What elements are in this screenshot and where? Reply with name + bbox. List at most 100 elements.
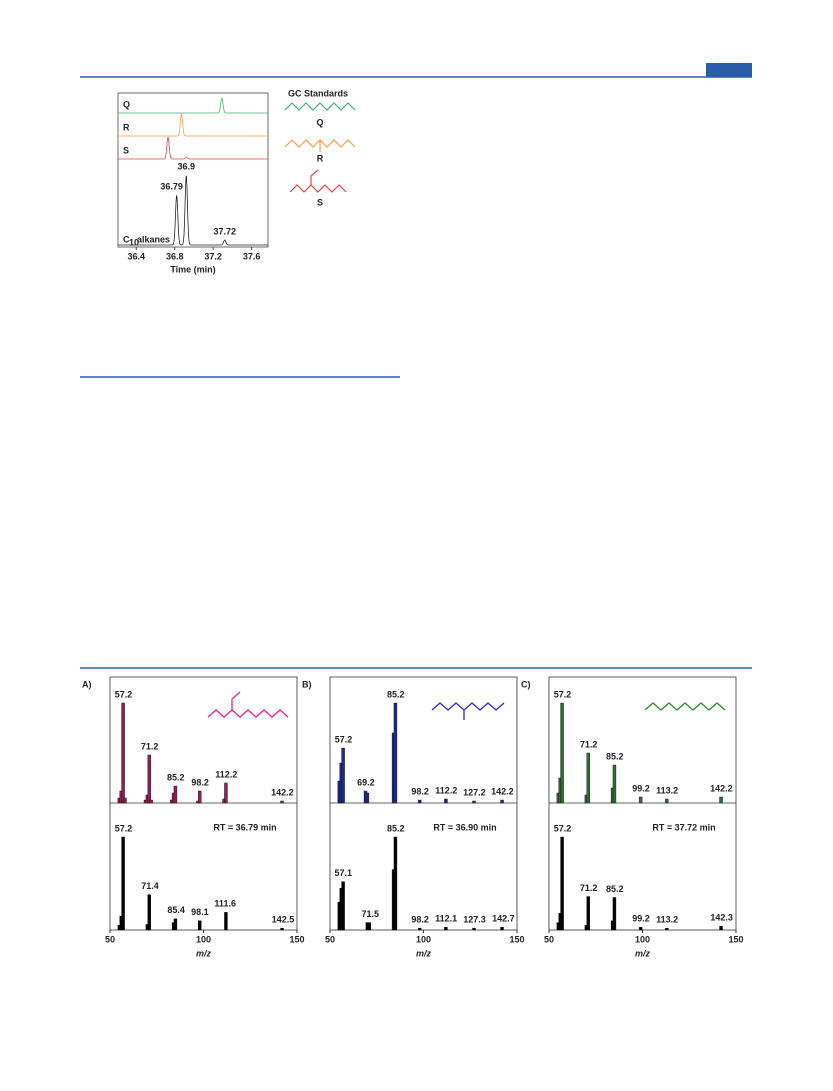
x-tick-label: 150	[728, 934, 743, 944]
trace	[118, 136, 268, 160]
spectrum-bar	[586, 752, 590, 804]
gc-title: GC Standards	[288, 88, 348, 98]
x-tick-label: 50	[325, 934, 335, 944]
peak-label: 142.3	[710, 913, 733, 923]
spectrum-bar	[393, 836, 398, 931]
spectrum-bar	[147, 754, 151, 804]
peak-label: 37.72	[213, 226, 236, 236]
spectrum-bar	[586, 896, 590, 931]
peak-label: 112.2	[215, 769, 237, 779]
x-tick-label: 150	[509, 934, 524, 944]
spectrum-bar	[719, 926, 723, 931]
peak-label: 142.2	[710, 783, 733, 793]
panel-letter: C)	[521, 679, 531, 689]
trace-label: R	[123, 122, 130, 132]
trace	[118, 112, 268, 137]
spectrum-bar	[147, 894, 151, 931]
structure-label: S	[317, 197, 323, 207]
peak-label: 57.2	[335, 734, 353, 744]
peak-label: 85.2	[387, 689, 405, 699]
peak-label: 113.2	[656, 785, 678, 795]
spectrum-bar	[149, 799, 153, 804]
rt-label: RT = 36.90 min	[433, 822, 496, 832]
rt-label: RT = 36.79 min	[213, 822, 276, 832]
trace-label-sub: 10	[129, 237, 139, 247]
spectrum-bar	[638, 796, 643, 804]
spectrum-bar	[365, 792, 370, 804]
x-tick-label: 50	[105, 934, 115, 944]
spectrum-bar	[719, 796, 723, 804]
spectrum-bar	[444, 798, 448, 804]
x-tick-label: 150	[289, 934, 304, 944]
spectrum-bar	[500, 927, 504, 931]
spectrum-bar	[393, 702, 398, 804]
molecule-s	[289, 184, 347, 193]
peak-label: 142.2	[271, 787, 294, 797]
peak-label: 142.2	[491, 786, 514, 796]
peak-label: 57.1	[335, 868, 353, 878]
peak-label: 71.4	[141, 881, 159, 891]
spectrum-bar	[472, 800, 476, 804]
spectrum-bar	[341, 747, 345, 804]
peak-label: 112.2	[435, 785, 457, 795]
rt-label: RT = 37.72 min	[652, 822, 715, 832]
spectrum-bar	[665, 927, 669, 931]
spectrum-bar	[444, 927, 448, 931]
peak-label: 142.5	[272, 915, 295, 925]
gc-frame	[117, 92, 269, 248]
spectrum-bar	[612, 764, 617, 804]
spectrum-bar	[123, 797, 127, 804]
spectrum-bar	[224, 782, 228, 804]
peak-label: 85.2	[606, 751, 624, 761]
structure-label: R	[317, 153, 324, 163]
x-axis-label: Time (min)	[170, 264, 215, 274]
spectrum-bar	[418, 927, 422, 931]
peak-label: 71.2	[580, 883, 598, 893]
molecule-q	[284, 102, 356, 111]
x-tick-label: 50	[544, 934, 554, 944]
peak-label: 57.2	[554, 689, 572, 699]
x-axis-label: m/z	[196, 948, 212, 958]
peak-label: 71.2	[580, 739, 598, 749]
x-tick-label: 36.4	[128, 251, 146, 261]
spectrum-bar	[665, 798, 669, 804]
trace	[118, 175, 268, 246]
spectrum-bar	[341, 881, 345, 931]
spectrum-bar	[638, 927, 643, 931]
spectrum-bar	[418, 799, 422, 804]
peak-label: 127.2	[463, 787, 486, 797]
peak-label: 71.5	[361, 909, 379, 919]
x-tick-label: 100	[416, 934, 431, 944]
peak-label: 57.2	[115, 823, 133, 833]
peak-label: 112.1	[435, 914, 457, 924]
peak-label: 85.2	[606, 884, 624, 894]
spectrum-frame	[548, 676, 737, 931]
peak-label: 98.1	[191, 907, 209, 917]
x-axis-label: m/z	[416, 948, 432, 958]
x-tick-label: 37.2	[204, 251, 222, 261]
peak-label: 85.4	[167, 905, 185, 915]
peak-label: 98.2	[411, 786, 429, 796]
panel-letter: B)	[302, 679, 312, 689]
peak-label: 111.6	[214, 899, 236, 909]
peak-label: 85.2	[387, 823, 405, 833]
trace-label: alkanes	[137, 234, 170, 244]
trace-label: Q	[123, 99, 130, 109]
x-tick-label: 100	[635, 934, 650, 944]
spectrum-bar	[224, 912, 228, 931]
x-axis-label: m/z	[635, 948, 651, 958]
peak-label: 98.2	[191, 777, 209, 787]
peak-label: 69.2	[357, 777, 375, 787]
molecule-s-branch	[310, 169, 319, 185]
spectrum-bar	[173, 918, 178, 931]
x-tick-label: 36.8	[166, 251, 184, 261]
molecule-b	[431, 702, 505, 711]
trace	[118, 97, 268, 114]
spectrum-bar	[198, 790, 202, 804]
spectrum-bar	[280, 800, 284, 804]
molecule-c	[644, 702, 726, 711]
trace-label: C	[123, 234, 130, 244]
peak-label: 85.2	[167, 772, 185, 782]
spectrum-bar	[367, 922, 371, 931]
